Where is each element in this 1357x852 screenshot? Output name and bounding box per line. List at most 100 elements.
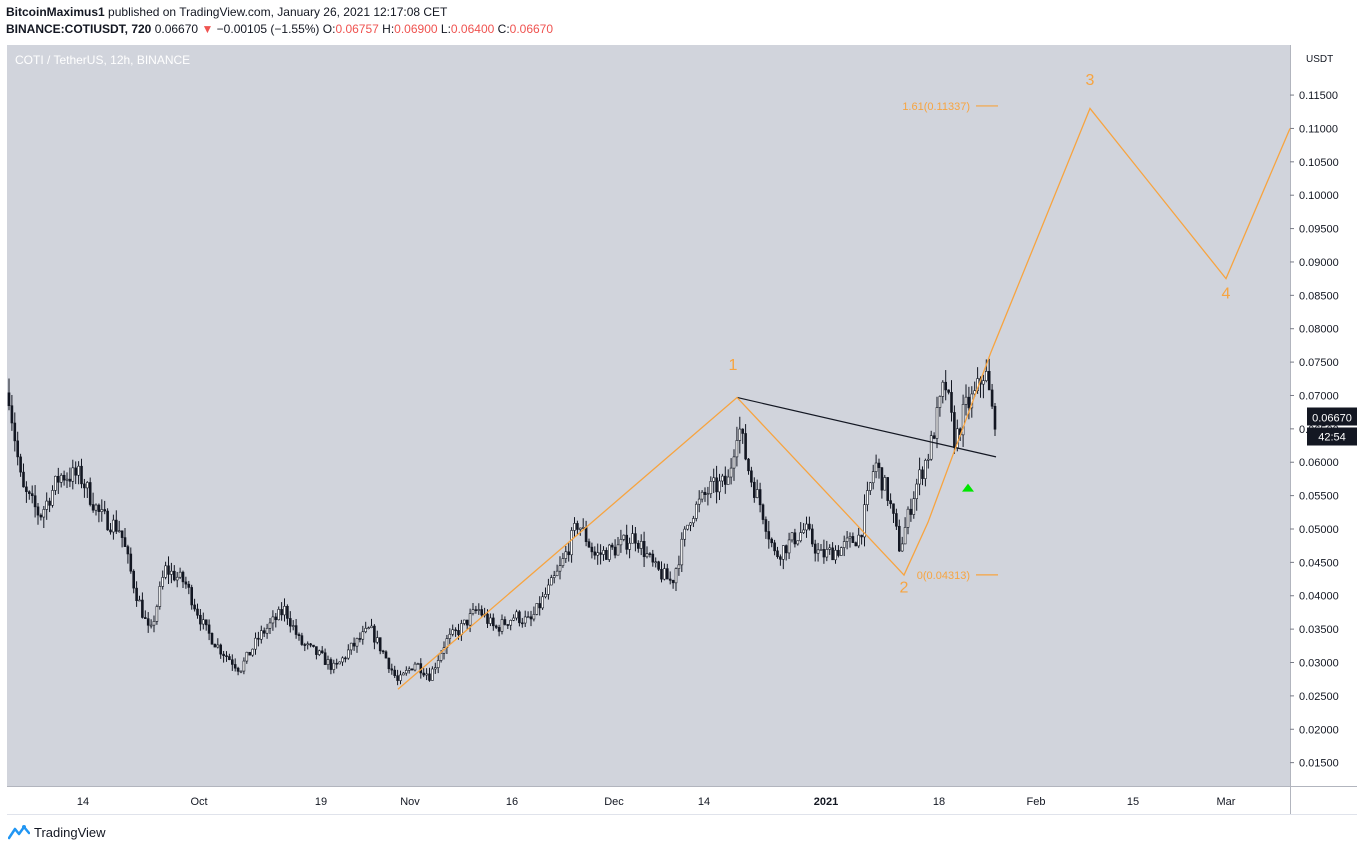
candle-body — [480, 609, 484, 616]
candle-body — [518, 611, 521, 624]
candle-body — [193, 604, 196, 610]
candle-body — [219, 644, 222, 655]
y-tick-label: 0.02500 — [1299, 691, 1339, 703]
candle-body — [834, 549, 837, 561]
last-price-badge-label: 0.06670 — [1312, 413, 1352, 425]
candle-body — [848, 536, 852, 539]
tradingview-footer[interactable]: TradingView — [8, 824, 106, 840]
candle-body — [115, 519, 118, 532]
candle-body — [967, 396, 971, 409]
candle-body — [407, 668, 411, 671]
y-tick-label: 0.11500 — [1299, 90, 1338, 102]
countdown-badge — [1307, 427, 1357, 446]
wave-label-2: 2 — [900, 579, 909, 596]
candle-body — [993, 405, 997, 430]
candle-body — [515, 611, 518, 619]
candle-body — [932, 435, 936, 439]
candle-body — [808, 523, 811, 530]
candle-body — [619, 539, 623, 546]
candle-body — [468, 613, 472, 626]
candle-body — [605, 550, 608, 560]
candle-body — [225, 655, 228, 658]
candle-body — [680, 538, 684, 566]
candle-body — [886, 477, 890, 501]
publish-line: BitcoinMaximus1 published on TradingView… — [6, 5, 447, 19]
candle-body — [883, 477, 887, 491]
candle-body — [425, 673, 428, 676]
candle-body — [642, 541, 646, 558]
candle-body — [805, 523, 808, 531]
fib-label-0: 1.61(0.11337) — [902, 101, 970, 113]
candle-body — [735, 440, 739, 458]
x-tick-label: 14 — [698, 796, 710, 808]
candle-body — [900, 543, 904, 552]
y-tick-label: 0.10000 — [1299, 190, 1339, 202]
candle-body — [170, 570, 173, 575]
open-value: 0.06757 — [335, 22, 379, 36]
candle-body — [178, 571, 182, 578]
candle-body — [280, 609, 283, 616]
candle-body — [671, 580, 675, 584]
candle-body — [367, 627, 370, 630]
fib-label-1: 0(0.04313) — [917, 570, 970, 582]
tradingview-logo-icon — [8, 825, 30, 840]
candle-body — [59, 474, 63, 483]
candle-body — [706, 493, 710, 495]
low-label: L: — [440, 22, 451, 36]
candle-body — [796, 540, 800, 545]
candle-body — [265, 627, 269, 634]
candles — [7, 358, 997, 686]
candle-body — [462, 619, 466, 624]
candle-body — [117, 530, 121, 533]
candle-body — [286, 606, 289, 619]
candle-body — [926, 458, 930, 461]
candle-body — [799, 532, 803, 542]
candle-body — [457, 630, 460, 636]
publisher-name[interactable]: BitcoinMaximus1 — [6, 5, 105, 19]
candle-body — [355, 638, 359, 647]
candle-body — [497, 627, 501, 632]
candle-body — [271, 616, 275, 624]
elliott-wave-path — [397, 107, 1291, 690]
candle-body — [312, 644, 315, 647]
candle-body — [184, 581, 188, 585]
candle-body — [941, 381, 945, 397]
candle-body — [683, 528, 687, 540]
candle-body — [477, 609, 481, 611]
candle-body — [880, 467, 884, 491]
candle-body — [924, 460, 927, 479]
candle-body — [155, 606, 159, 622]
high-value: 0.06900 — [394, 22, 438, 36]
candle-body — [866, 490, 869, 505]
y-tick-label: 0.04500 — [1299, 557, 1339, 569]
open-label: O: — [322, 22, 336, 36]
candle-body — [686, 524, 689, 530]
candle-body — [871, 471, 875, 484]
candle-body — [10, 405, 14, 424]
candle-body — [694, 503, 698, 519]
candle-body — [593, 551, 597, 556]
candle-body — [42, 509, 46, 518]
candle-body — [167, 565, 170, 575]
candle-body — [636, 542, 640, 549]
candle-body — [303, 644, 307, 646]
x-tick-label: Nov — [400, 796, 420, 808]
candle-body — [399, 674, 402, 681]
y-tick-label: 0.05000 — [1299, 524, 1339, 536]
candle-body — [422, 672, 426, 676]
y-tick-label: 0.06000 — [1299, 457, 1339, 469]
candle-body — [245, 651, 249, 662]
candle-body — [51, 490, 54, 506]
candle-body — [344, 657, 347, 660]
candle-body — [677, 564, 681, 569]
candle-body — [819, 549, 823, 551]
candle-body — [320, 650, 324, 654]
wave-label-3: 3 — [1086, 72, 1095, 89]
candle-body — [120, 530, 124, 538]
published-text: published on TradingView.com, January 26… — [108, 5, 448, 19]
candle-body — [454, 629, 457, 632]
candle-body — [897, 525, 901, 552]
candle-body — [718, 480, 721, 493]
candle-body — [868, 482, 872, 491]
